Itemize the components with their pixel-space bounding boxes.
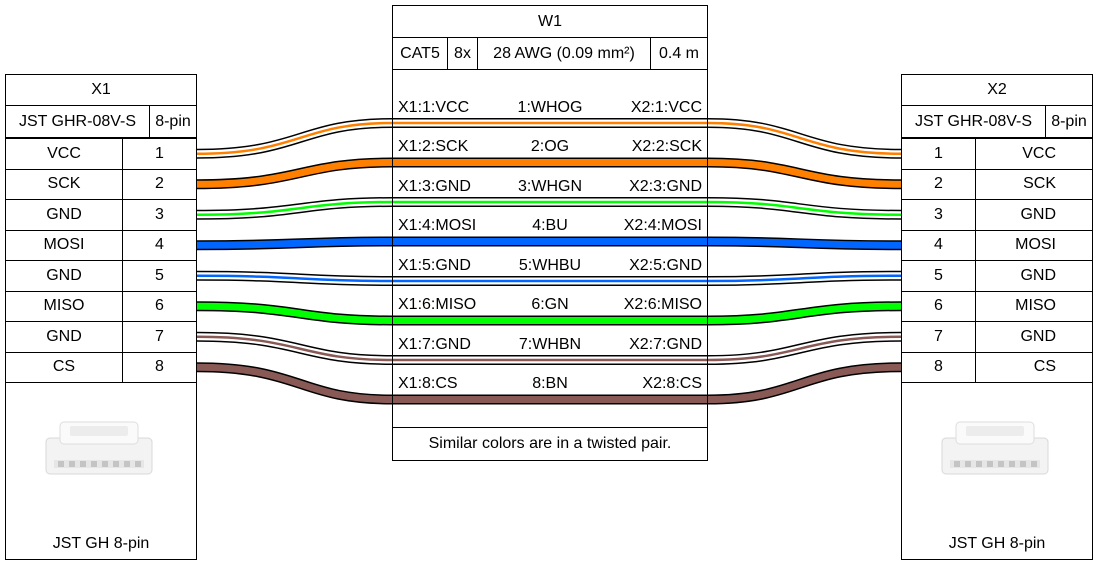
cable-wire-row: X1:2:SCK 2:OG X2:2:SCK — [392, 132, 708, 163]
cable-wire-right-label: X2:1:VCC — [630, 98, 702, 116]
cable-wire-left-label: X1:5:GND — [398, 256, 471, 274]
cable-wire-row: X1:6:MISO 6:GN X2:6:MISO — [392, 290, 708, 321]
x1-pin-number: 6 — [122, 290, 197, 322]
cable-wire-left-label: X1:8:CS — [398, 375, 458, 392]
connector-x2-caption: JST GH 8-pin — [948, 535, 1046, 552]
cable-w1-length: 0.4 m — [650, 37, 708, 70]
x1-pin-number: 2 — [122, 168, 197, 200]
connector-x1-image — [45, 421, 153, 475]
wire-3 — [196, 197, 902, 220]
cable-wire-code: 3:WHGN — [518, 177, 582, 195]
cable-wire-row: X1:5:GND 5:WHBU X2:5:GND — [392, 250, 708, 281]
wire-2 — [196, 157, 902, 190]
x2-pin-number: 1 — [901, 138, 976, 170]
x2-pin-label: VCC — [975, 138, 1093, 170]
wire-6 — [196, 301, 902, 326]
cable-wire-code: 5:WHBU — [518, 256, 582, 274]
x1-pin-number: 7 — [122, 321, 197, 353]
cable-wire-left-label: X1:4:MOSI — [398, 217, 477, 234]
cable-wire-left-label: X1:6:MISO — [398, 296, 477, 313]
x2-pin-number: 6 — [901, 290, 976, 322]
cable-w1-type: CAT5 — [392, 37, 448, 70]
x1-pin-label: GND — [5, 199, 123, 231]
connector-x2-name: X2 — [901, 74, 1093, 106]
cable-wire-code: 2:OG — [530, 138, 570, 155]
connector-x1-pincount: 8-pin — [149, 105, 197, 138]
cable-wire-code: 6:GN — [531, 296, 569, 313]
cable-wire-right-label: X2:2:SCK — [631, 138, 702, 155]
x2-pin-label: GND — [975, 199, 1093, 231]
cable-wire-row: X1:4:MOSI 4:BU X2:4:MOSI — [392, 211, 708, 242]
x1-pin-number: 1 — [122, 138, 197, 170]
cable-wire-row: X1:8:CS 8:BN X2:8:CS — [392, 369, 708, 400]
x1-pin-label: SCK — [5, 168, 123, 200]
x2-pin-label: GND — [975, 321, 1093, 353]
cable-wire-right-label: X2:3:GND — [629, 177, 702, 195]
connector-x1-name: X1 — [5, 74, 197, 106]
cable-wire-right-label: X2:7:GND — [629, 335, 702, 353]
cable-wire-right-label: X2:5:GND — [629, 256, 702, 274]
cable-w1-note: Similar colors are in a twisted pair. — [392, 427, 708, 461]
cable-wire-row: X1:3:GND 3:WHGN X2:3:GND — [392, 171, 708, 202]
x2-pin-number: 8 — [901, 351, 976, 383]
x1-pin-number: 4 — [122, 229, 197, 261]
cable-wire-left-label: X1:7:GND — [398, 335, 471, 353]
x2-pin-number: 4 — [901, 229, 976, 261]
x1-pin-number: 8 — [122, 351, 197, 383]
cable-wire-code: 1:WHOG — [517, 98, 583, 116]
x2-pin-label: MOSI — [975, 229, 1093, 261]
connector-x1-image-graphic — [45, 421, 153, 475]
cable-wire-left-label: X1:1:VCC — [398, 98, 470, 116]
x1-pin-label: MISO — [5, 290, 123, 322]
x2-pin-number: 3 — [901, 199, 976, 231]
wire-8 — [196, 362, 902, 405]
connector-x1-part: JST GHR-08V-S — [5, 105, 150, 138]
cable-wire-code: 4:BU — [532, 217, 568, 234]
wire-4 — [196, 236, 902, 251]
cable-w1-name: W1 — [392, 5, 708, 38]
x1-pin-label: GND — [5, 321, 123, 353]
cable-wire-row: X1:1:VCC 1:WHOG X2:1:VCC — [392, 92, 708, 123]
x1-pin-number: 5 — [122, 260, 197, 292]
x2-pin-label: MISO — [975, 290, 1093, 322]
x1-pin-label: VCC — [5, 138, 123, 170]
x2-pin-label: CS — [975, 351, 1093, 383]
cable-wire-right-label: X2:6:MISO — [623, 296, 702, 313]
connector-x2-pincount: 8-pin — [1045, 105, 1093, 138]
x2-pin-number: 2 — [901, 168, 976, 200]
connector-x2-part: JST GHR-08V-S — [901, 105, 1046, 138]
x2-pin-number: 5 — [901, 260, 976, 292]
cable-w1-count: 8x — [447, 37, 478, 70]
x2-pin-label: GND — [975, 260, 1093, 292]
x1-pin-label: GND — [5, 260, 123, 292]
cable-wire-code: 7:WHBN — [518, 335, 582, 353]
wire-5 — [196, 270, 902, 286]
cable-wire-right-label: X2:8:CS — [642, 375, 702, 392]
cable-wire-left-label: X1:2:SCK — [398, 138, 469, 155]
connector-x2-image — [941, 421, 1049, 475]
x1-pin-label: CS — [5, 351, 123, 383]
cable-w1-gauge: 28 AWG (0.09 mm²) — [477, 37, 651, 70]
x1-pin-label: MOSI — [5, 229, 123, 261]
cable-wire-left-label: X1:3:GND — [398, 177, 471, 195]
cable-wire-right-label: X2:4:MOSI — [623, 217, 702, 234]
x2-pin-number: 7 — [901, 321, 976, 353]
x1-pin-number: 3 — [122, 199, 197, 231]
connector-x2-image-graphic — [941, 421, 1049, 475]
connector-x1-caption: JST GH 8-pin — [52, 535, 150, 552]
cable-wire-row: X1:7:GND 7:WHBN X2:7:GND — [392, 329, 708, 360]
cable-wire-code: 8:BN — [532, 375, 568, 392]
wire-7 — [196, 331, 902, 365]
x2-pin-label: SCK — [975, 168, 1093, 200]
